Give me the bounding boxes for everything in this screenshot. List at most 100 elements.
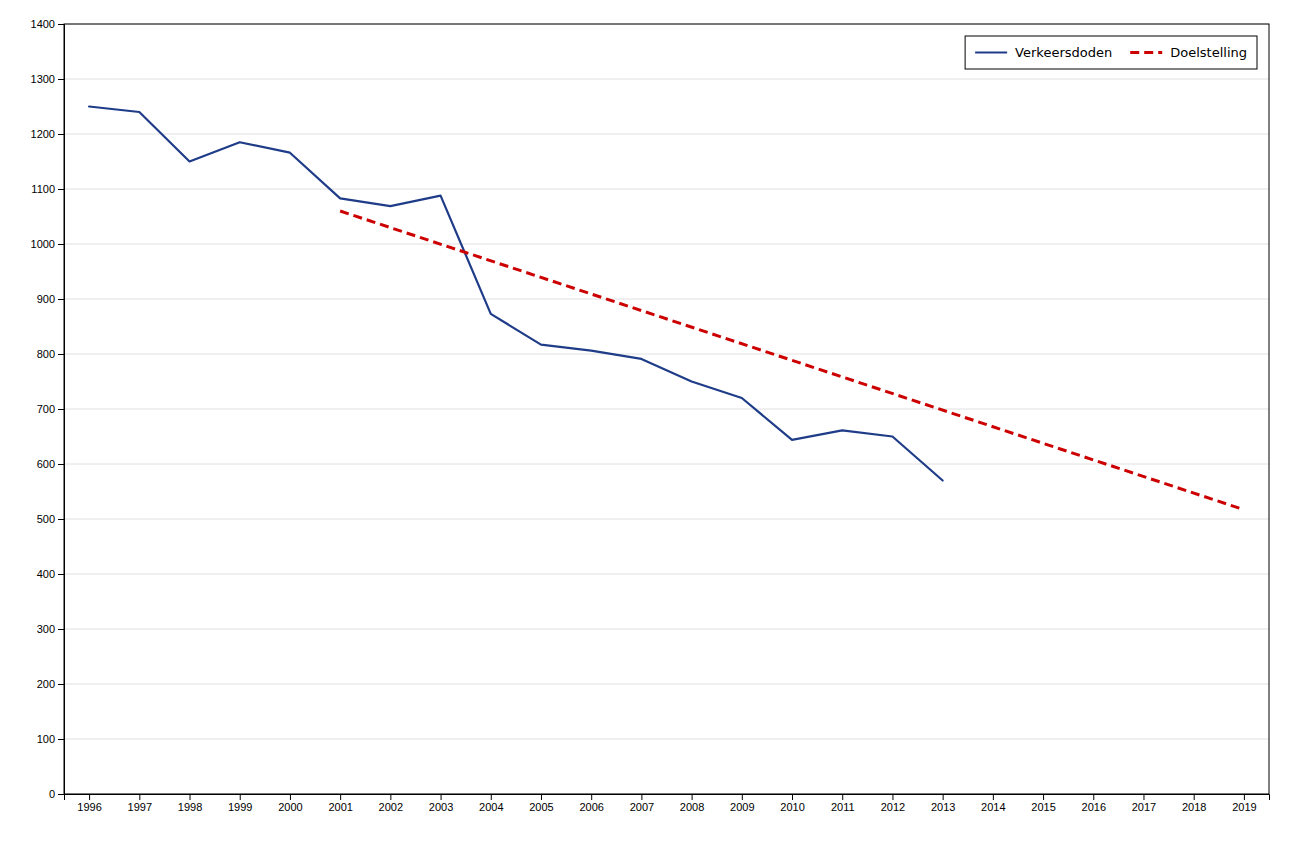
tick-label: 1300: [31, 73, 55, 85]
tick-label: 1999: [228, 801, 252, 813]
tick-mark: [58, 299, 64, 300]
tick-mark: [441, 794, 442, 800]
legend-item: Verkeersdoden: [975, 45, 1112, 60]
legend-label: Verkeersdoden: [1015, 45, 1112, 60]
tick: 2016: [1082, 794, 1106, 813]
tick: 800: [37, 348, 64, 360]
tick: 2011: [831, 794, 855, 813]
tick: 2000: [278, 794, 302, 813]
legend-swatch: [1130, 51, 1162, 54]
grid: [64, 24, 1269, 794]
tick-mark: [240, 794, 241, 800]
grid-line: [64, 409, 1269, 410]
legend-item: Doelstelling: [1130, 45, 1247, 60]
legend: Verkeersdoden Doelstelling: [965, 36, 1257, 69]
y-axis: 0100200300400500600700800900100011001200…: [31, 18, 65, 800]
tick-mark: [58, 24, 64, 25]
tick-mark: [892, 794, 893, 800]
tick: 300: [37, 623, 64, 635]
tick-label: 2011: [831, 801, 855, 813]
tick-mark: [58, 189, 64, 190]
tick: 1400: [31, 18, 64, 30]
legend-swatch: [975, 51, 1007, 53]
tick: 1300: [31, 73, 64, 85]
grid-line: [64, 134, 1269, 135]
tick: 700: [37, 403, 64, 415]
tick-label: 100: [37, 733, 55, 745]
tick-mark: [139, 794, 140, 800]
tick-label: 2004: [479, 801, 503, 813]
tick-label: 2016: [1082, 801, 1106, 813]
tick: 1998: [178, 794, 202, 813]
tick-mark: [1194, 794, 1195, 800]
tick-mark: [340, 794, 341, 800]
legend-label: Doelstelling: [1170, 45, 1247, 60]
tick-mark: [491, 794, 492, 800]
tick-mark: [89, 794, 90, 800]
tick: 1200: [31, 128, 64, 140]
axis-line: [58, 25, 65, 795]
tick: 500: [37, 513, 64, 525]
tick: 2001: [328, 794, 352, 813]
tick-label: 800: [37, 348, 55, 360]
tick-label: 200: [37, 678, 55, 690]
tick-mark: [1043, 794, 1044, 800]
grid-line: [64, 739, 1269, 740]
tick-mark: [390, 794, 391, 800]
tick-label: 2019: [1232, 801, 1256, 813]
tick-mark: [792, 794, 793, 800]
tick-mark: [541, 794, 542, 800]
tick-mark: [290, 794, 291, 800]
grid-line: [64, 244, 1269, 245]
grid-line: [64, 354, 1269, 355]
tick-label: 2006: [579, 801, 603, 813]
tick-label: 2000: [278, 801, 302, 813]
tick-label: 2018: [1182, 801, 1206, 813]
grid-line: [64, 299, 1269, 300]
tick: 2009: [730, 794, 754, 813]
tick: 900: [37, 293, 64, 305]
legend-box: [965, 36, 1257, 69]
plot-frame: [64, 24, 1269, 794]
tick: 100: [37, 733, 64, 745]
tick-label: 0: [49, 788, 55, 800]
tick-label: 2015: [1031, 801, 1055, 813]
grid-line: [64, 79, 1269, 80]
tick: 2002: [379, 794, 403, 813]
tick-label: 500: [37, 513, 55, 525]
tick: 1996: [77, 794, 101, 813]
tick-mark: [842, 794, 843, 800]
tick: 2012: [881, 794, 905, 813]
tick-label: 2007: [630, 801, 654, 813]
tick-label: 1997: [128, 801, 152, 813]
tick-mark: [58, 574, 64, 575]
chart: 1996199719981999200020012002200320042005…: [0, 0, 1299, 844]
tick-label: 2003: [429, 801, 453, 813]
tick-mark: [1143, 794, 1144, 800]
tick: 400: [37, 568, 64, 580]
grid-line: [64, 684, 1269, 685]
tick-label: 2009: [730, 801, 754, 813]
tick: 600: [37, 458, 64, 470]
tick: 2004: [479, 794, 503, 813]
tick-mark: [692, 794, 693, 800]
tick-mark: [58, 79, 64, 80]
tick-mark: [190, 794, 191, 800]
tick-label: 2008: [680, 801, 704, 813]
tick-label: 2017: [1132, 801, 1156, 813]
tick: 2005: [529, 794, 553, 813]
tick-mark: [58, 739, 64, 740]
tick: 2007: [630, 794, 654, 813]
tick-label: 2010: [780, 801, 804, 813]
tick-mark: [58, 354, 64, 355]
tick: 2014: [981, 794, 1005, 813]
tick-label: 400: [37, 568, 55, 580]
tick-label: 2012: [881, 801, 905, 813]
grid-line: [64, 574, 1269, 575]
tick-mark: [58, 134, 64, 135]
tick: 0: [49, 788, 64, 800]
tick: 1997: [128, 794, 152, 813]
tick: 2017: [1132, 794, 1156, 813]
tick-label: 1998: [178, 801, 202, 813]
tick-mark: [591, 794, 592, 800]
